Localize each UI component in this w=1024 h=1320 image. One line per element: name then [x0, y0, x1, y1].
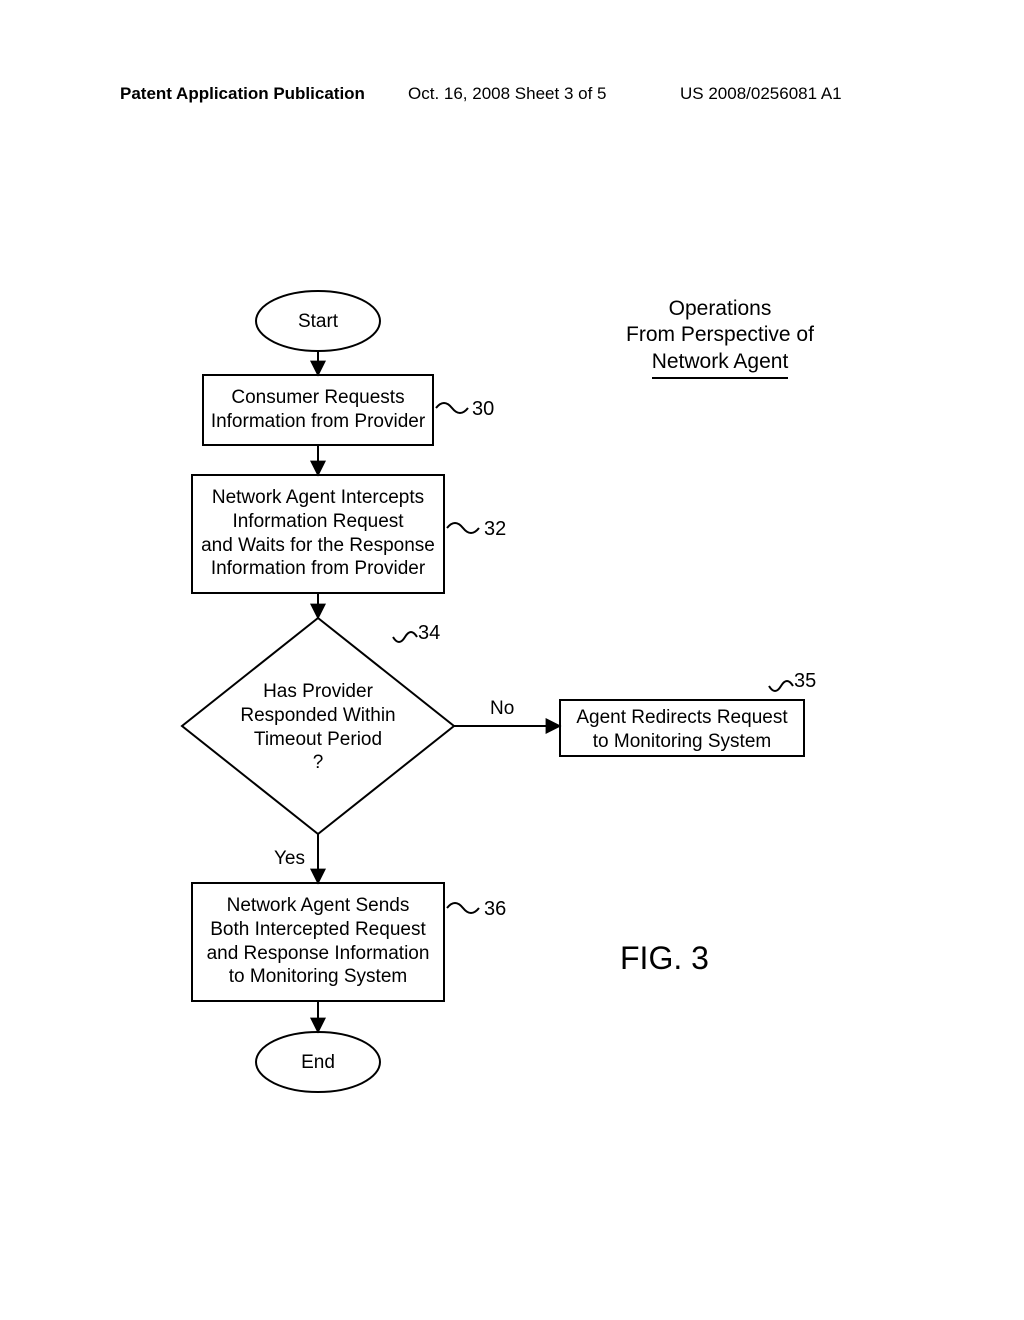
- start-label: Start: [286, 310, 350, 334]
- ref-tick-34: [393, 632, 417, 642]
- node-34-label: Has Provider Responded Within Timeout Pe…: [238, 680, 398, 775]
- node-32-label: Network Agent Intercepts Information Req…: [192, 486, 444, 581]
- edge-label-yes: Yes: [274, 848, 305, 870]
- node-36-label: Network Agent Sends Both Intercepted Req…: [192, 894, 444, 989]
- ref-tick-36: [447, 903, 479, 913]
- edge-label-no: No: [490, 698, 514, 720]
- node-35-label: Agent Redirects Request to Monitoring Sy…: [560, 706, 804, 754]
- flowchart-canvas: [0, 0, 1024, 1320]
- node-30-label: Consumer Requests Information from Provi…: [203, 386, 433, 434]
- ref-36: 36: [484, 898, 506, 921]
- end-label: End: [290, 1051, 346, 1075]
- ref-35: 35: [794, 670, 816, 693]
- ref-tick-35: [769, 681, 793, 691]
- ref-tick-30: [436, 403, 468, 413]
- ref-30: 30: [472, 398, 494, 421]
- ref-34: 34: [418, 622, 440, 645]
- ref-32: 32: [484, 518, 506, 541]
- ref-tick-32: [447, 523, 479, 533]
